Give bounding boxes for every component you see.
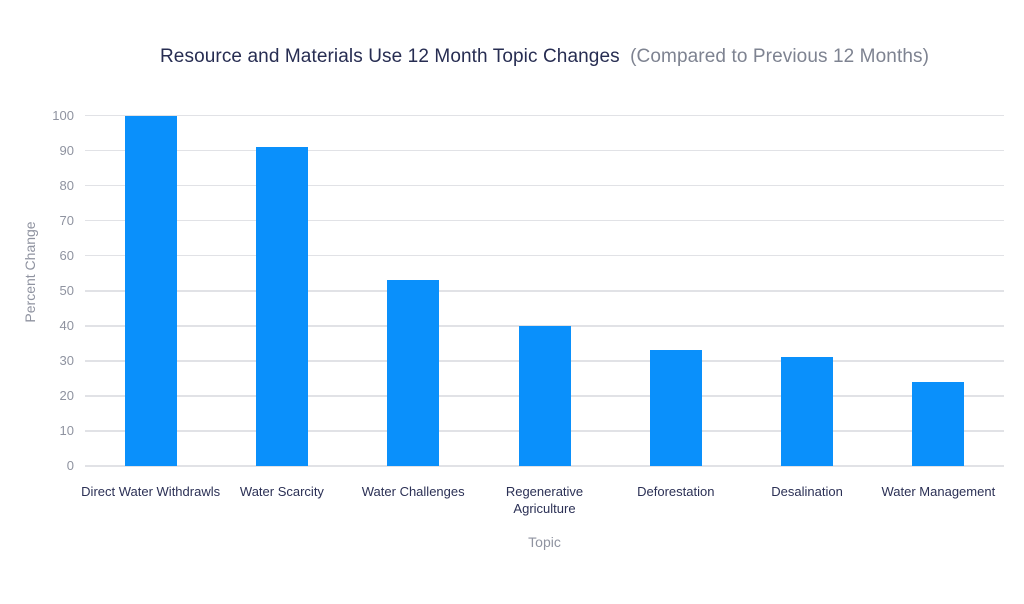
gridline-y-100 — [85, 114, 1004, 117]
y-tick-label-80: 80 — [59, 177, 74, 193]
chart-title-sub: (Compared to Previous 12 Months) — [630, 46, 930, 67]
chart-title-main: Resource and Materials Use 12 Month Topi… — [159, 46, 620, 67]
x-category-label-water-scarcity: Water Scarcity — [239, 484, 324, 499]
gridline-y-90 — [85, 149, 1004, 152]
x-axis-title: Topic — [528, 534, 561, 550]
x-category-label-regenerative-agriculture: Regenerative Agriculture — [505, 484, 584, 516]
y-tick-label-10: 10 — [59, 422, 74, 438]
y-tick-label-20: 20 — [59, 387, 74, 403]
bar-water-management — [912, 381, 965, 466]
bar-regenerative-agriculture — [518, 325, 571, 466]
bar-water-scarcity — [255, 147, 308, 466]
bar-desalination — [781, 357, 834, 466]
y-tick-label-30: 30 — [59, 352, 74, 368]
bar-deforestation — [649, 350, 702, 466]
y-tick-label-0: 0 — [66, 458, 74, 473]
y-axis-title: Percent Change — [22, 221, 38, 323]
x-category-label-water-management: Water Management — [881, 484, 996, 499]
x-category-label-direct-water-withdrawls: Direct Water Withdrawls — [81, 484, 221, 499]
gridline-y-80 — [85, 184, 1004, 187]
gridline-y-50 — [85, 290, 1004, 292]
x-category-label-desalination: Desalination — [771, 484, 843, 499]
bar-direct-water-withdrawls — [124, 115, 177, 466]
y-tick-label-100: 100 — [52, 107, 74, 123]
chart-title: Resource and Materials Use 12 Month Topi… — [85, 46, 1004, 68]
y-tick-label-40: 40 — [59, 317, 74, 333]
y-tick-label-90: 90 — [59, 142, 74, 158]
x-category-label-water-challenges: Water Challenges — [361, 484, 465, 499]
gridline-y-70 — [85, 219, 1004, 222]
bar-water-challenges — [387, 280, 440, 466]
y-tick-label-60: 60 — [59, 247, 74, 263]
gridline-y-0 — [85, 465, 1004, 467]
y-tick-label-70: 70 — [59, 212, 74, 228]
x-category-label-deforestation: Deforestation — [637, 484, 715, 499]
y-tick-label-50: 50 — [59, 282, 74, 298]
gridline-y-60 — [85, 254, 1004, 257]
